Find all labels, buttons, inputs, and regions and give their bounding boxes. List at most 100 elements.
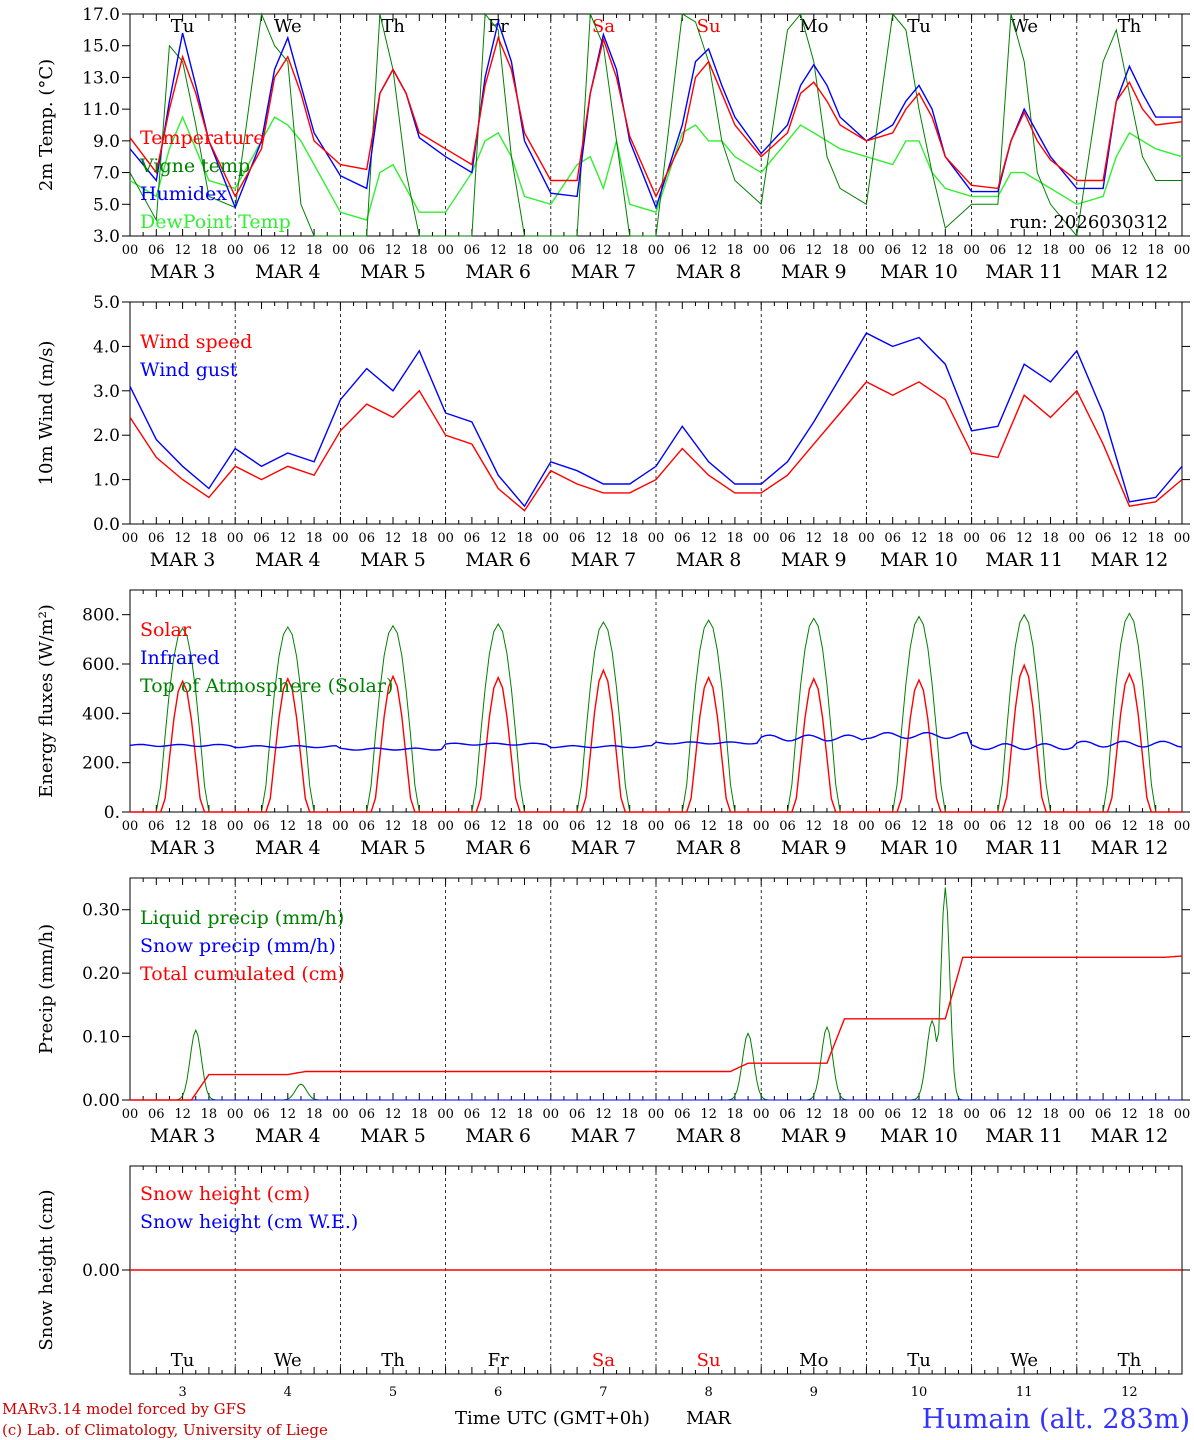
date-label: MAR 10 xyxy=(880,549,958,571)
hour-tick-label: 06 xyxy=(1095,819,1112,834)
date-label: MAR 5 xyxy=(360,549,426,571)
legend-temperature: Temperature xyxy=(140,127,264,149)
hour-tick-label: 12 xyxy=(1121,1107,1138,1122)
hour-tick-label: 00 xyxy=(753,243,770,258)
hour-tick-label: 18 xyxy=(516,1107,533,1122)
hour-tick-label: 12 xyxy=(174,243,191,258)
hour-tick-label: 06 xyxy=(569,243,586,258)
hour-tick-label: 06 xyxy=(884,819,901,834)
hour-tick-label: 06 xyxy=(674,819,691,834)
hour-tick-label: 12 xyxy=(490,243,507,258)
date-label: MAR 5 xyxy=(360,261,426,283)
hour-tick-label: 18 xyxy=(937,819,954,834)
y-tick-label: 0.00 xyxy=(82,1261,120,1281)
hour-tick-label: 06 xyxy=(148,819,165,834)
y-tick-label: 0.10 xyxy=(82,1028,120,1048)
day-number-label: 11 xyxy=(1016,1385,1033,1400)
hour-tick-label: 18 xyxy=(1147,819,1164,834)
credit-line-1: MARv3.14 model forced by GFS xyxy=(2,1400,246,1418)
hour-tick-label: 00 xyxy=(1069,819,1086,834)
hour-tick-label: 18 xyxy=(306,243,323,258)
hour-tick-label: 00 xyxy=(227,243,244,258)
y-tick-label: 7.0 xyxy=(93,164,120,184)
hour-tick-label: 00 xyxy=(858,531,875,546)
hour-tick-label: 00 xyxy=(1069,1107,1086,1122)
hour-tick-label: 12 xyxy=(385,1107,402,1122)
hour-tick-label: 12 xyxy=(700,243,717,258)
legend-snow-height: Snow height (cm) xyxy=(140,1183,310,1205)
series-line-temperature xyxy=(129,35,1183,199)
weekday-label: Th xyxy=(381,1350,405,1371)
date-label: MAR 4 xyxy=(255,549,321,571)
hour-tick-label: 12 xyxy=(911,1107,928,1122)
date-label: MAR 12 xyxy=(1091,549,1169,571)
hour-tick-label: 12 xyxy=(700,1107,717,1122)
hour-tick-label: 06 xyxy=(779,1107,796,1122)
hour-tick-label: 18 xyxy=(1147,531,1164,546)
y-tick-label: 3.0 xyxy=(93,227,120,247)
hour-tick-label: 18 xyxy=(1147,1107,1164,1122)
hour-tick-label: 00 xyxy=(437,1107,454,1122)
hour-tick-label: 18 xyxy=(832,531,849,546)
hour-tick-label: 06 xyxy=(779,243,796,258)
hour-tick-label: 18 xyxy=(411,819,428,834)
date-label: MAR 3 xyxy=(150,837,216,859)
hour-tick-label: 12 xyxy=(1016,531,1033,546)
y-tick-label: 4.0 xyxy=(93,337,120,357)
date-label: MAR 5 xyxy=(360,837,426,859)
y-tick-label: 5.0 xyxy=(93,195,120,215)
hour-tick-label: 06 xyxy=(358,243,375,258)
hour-tick-label: 00 xyxy=(648,531,665,546)
hour-tick-label: 18 xyxy=(1042,243,1059,258)
hour-tick-label: 18 xyxy=(201,531,218,546)
hour-tick-label: 00 xyxy=(753,819,770,834)
hour-tick-label: 18 xyxy=(937,1107,954,1122)
hour-tick-label: 00 xyxy=(543,243,560,258)
legend-wind-gust: Wind gust xyxy=(140,359,238,381)
date-label: MAR 10 xyxy=(880,837,958,859)
y-tick-label: 0.30 xyxy=(82,901,120,921)
hour-tick-label: 00 xyxy=(227,531,244,546)
hour-tick-label: 06 xyxy=(569,1107,586,1122)
y-tick-label: 1.0 xyxy=(93,471,120,491)
hour-tick-label: 12 xyxy=(595,531,612,546)
hour-tick-label: 00 xyxy=(227,819,244,834)
hour-tick-label: 12 xyxy=(911,531,928,546)
day-number-label: 10 xyxy=(911,1385,928,1400)
legend-wind-speed: Wind speed xyxy=(140,331,252,353)
series-line-humidex xyxy=(129,19,1182,210)
x-axis-month: MAR xyxy=(686,1408,731,1429)
weekday-label: Tu xyxy=(907,16,931,37)
hour-tick-label: 18 xyxy=(937,243,954,258)
hour-tick-label: 06 xyxy=(990,1107,1007,1122)
hour-tick-label: 00 xyxy=(332,819,349,834)
weekday-label: Sa xyxy=(592,1350,615,1371)
hour-tick-label: 00 xyxy=(1174,243,1191,258)
hour-tick-label: 00 xyxy=(963,1107,980,1122)
day-number-label: 9 xyxy=(810,1385,818,1400)
legend-solar: Solar xyxy=(140,619,192,641)
hour-tick-label: 06 xyxy=(990,243,1007,258)
weekday-label: Mo xyxy=(799,1350,828,1371)
weekday-label: Mo xyxy=(799,16,828,37)
hour-tick-label: 18 xyxy=(727,531,744,546)
hour-tick-label: 00 xyxy=(753,531,770,546)
hour-tick-label: 06 xyxy=(148,531,165,546)
day-number-label: 3 xyxy=(178,1385,186,1400)
hour-tick-label: 12 xyxy=(1016,1107,1033,1122)
date-label: MAR 8 xyxy=(676,549,742,571)
hour-tick-label: 00 xyxy=(963,531,980,546)
hour-tick-label: 18 xyxy=(727,243,744,258)
hour-tick-label: 12 xyxy=(385,531,402,546)
legend-humidex: Humidex xyxy=(140,183,227,205)
y-tick-label: 400. xyxy=(82,704,120,724)
y-tick-label: 0. xyxy=(104,803,120,823)
hour-tick-label: 06 xyxy=(674,1107,691,1122)
hour-tick-label: 00 xyxy=(648,243,665,258)
hour-tick-label: 18 xyxy=(621,243,638,258)
hour-tick-label: 12 xyxy=(280,1107,297,1122)
hour-tick-label: 18 xyxy=(832,243,849,258)
hour-tick-label: 06 xyxy=(990,531,1007,546)
hour-tick-label: 00 xyxy=(437,819,454,834)
